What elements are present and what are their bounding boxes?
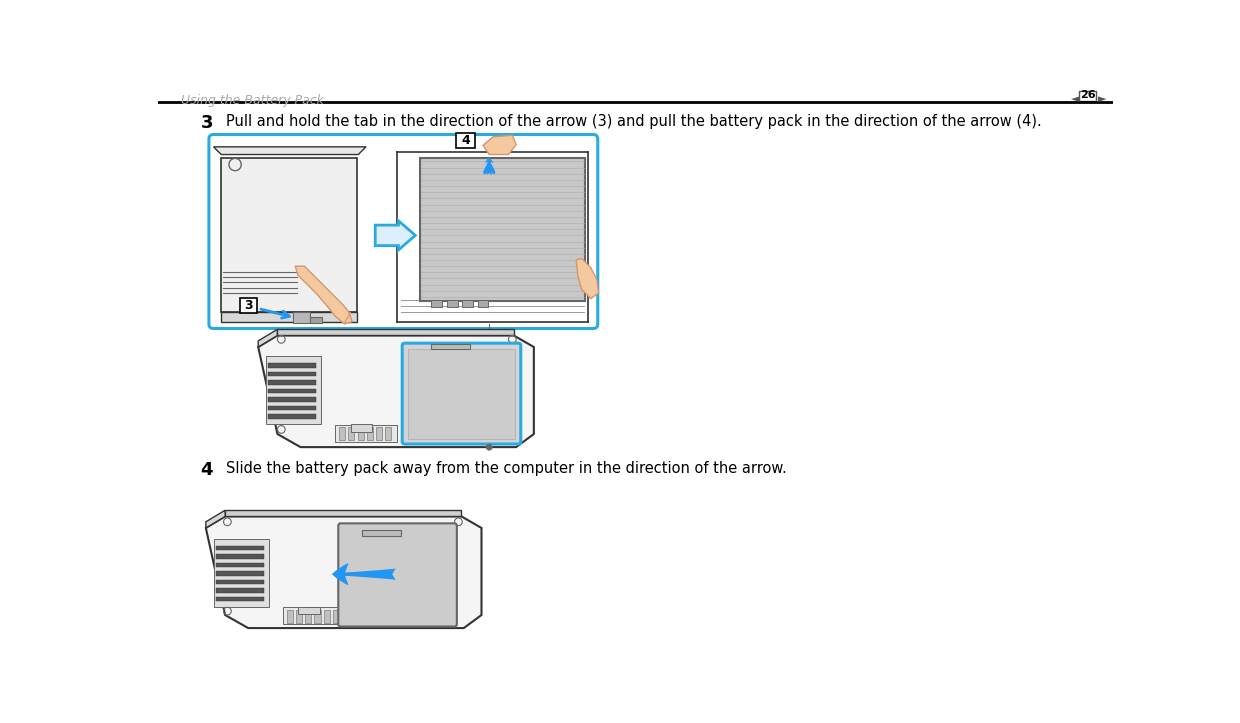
- Polygon shape: [221, 158, 357, 312]
- Polygon shape: [206, 516, 481, 628]
- Bar: [216, 562, 264, 568]
- Polygon shape: [258, 329, 278, 347]
- FancyBboxPatch shape: [402, 343, 521, 444]
- Polygon shape: [577, 258, 599, 299]
- Polygon shape: [278, 329, 513, 335]
- Bar: [432, 344, 470, 349]
- Bar: [265, 356, 321, 424]
- Bar: [367, 427, 373, 440]
- Polygon shape: [221, 312, 357, 322]
- Bar: [268, 363, 316, 368]
- Polygon shape: [258, 335, 534, 447]
- Bar: [310, 317, 322, 323]
- Bar: [305, 609, 311, 623]
- Polygon shape: [226, 510, 461, 516]
- FancyBboxPatch shape: [339, 523, 456, 627]
- Text: 3: 3: [244, 299, 253, 312]
- Bar: [216, 571, 264, 576]
- FancyBboxPatch shape: [208, 134, 598, 328]
- Bar: [216, 554, 264, 559]
- Bar: [332, 609, 339, 623]
- FancyBboxPatch shape: [1079, 90, 1096, 100]
- Bar: [216, 596, 264, 601]
- Bar: [213, 539, 269, 607]
- Bar: [446, 300, 458, 307]
- Bar: [293, 312, 310, 323]
- Bar: [324, 609, 330, 623]
- Bar: [216, 588, 264, 593]
- Bar: [408, 348, 516, 440]
- Circle shape: [486, 444, 492, 450]
- Bar: [348, 427, 355, 440]
- Bar: [357, 427, 363, 440]
- Polygon shape: [213, 147, 366, 155]
- Bar: [216, 580, 264, 584]
- Bar: [268, 397, 316, 402]
- Bar: [339, 427, 345, 440]
- Text: 3: 3: [201, 114, 213, 132]
- Text: 4: 4: [461, 134, 470, 147]
- Bar: [432, 300, 443, 307]
- Bar: [216, 546, 264, 550]
- Bar: [299, 607, 320, 615]
- Polygon shape: [206, 510, 226, 528]
- Bar: [286, 609, 293, 623]
- Polygon shape: [484, 135, 516, 155]
- FancyBboxPatch shape: [456, 133, 475, 148]
- Bar: [376, 427, 382, 440]
- Bar: [477, 300, 489, 307]
- Text: ►: ►: [1097, 94, 1106, 103]
- FancyBboxPatch shape: [239, 298, 257, 313]
- Bar: [268, 388, 316, 393]
- Bar: [351, 424, 372, 432]
- Bar: [315, 609, 321, 623]
- Text: 26: 26: [1080, 90, 1095, 100]
- Text: Slide the battery pack away from the computer in the direction of the arrow.: Slide the battery pack away from the com…: [226, 461, 786, 476]
- Bar: [296, 609, 303, 623]
- Polygon shape: [295, 266, 352, 324]
- Bar: [386, 427, 392, 440]
- Bar: [268, 414, 316, 419]
- Text: Using the Battery Pack: Using the Battery Pack: [181, 95, 324, 108]
- Bar: [283, 607, 345, 624]
- Bar: [268, 372, 316, 376]
- Bar: [268, 380, 316, 385]
- Text: 4: 4: [201, 461, 213, 479]
- Text: ◄: ◄: [1070, 94, 1079, 103]
- Bar: [335, 425, 397, 442]
- Text: Pull and hold the tab in the direction of the arrow (3) and pull the battery pac: Pull and hold the tab in the direction o…: [226, 114, 1042, 129]
- Polygon shape: [376, 221, 415, 250]
- Bar: [268, 406, 316, 410]
- Bar: [463, 300, 472, 307]
- Polygon shape: [420, 158, 585, 301]
- Bar: [362, 530, 401, 536]
